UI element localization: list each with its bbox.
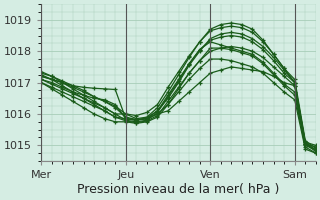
X-axis label: Pression niveau de la mer( hPa ): Pression niveau de la mer( hPa ) [77,183,280,196]
